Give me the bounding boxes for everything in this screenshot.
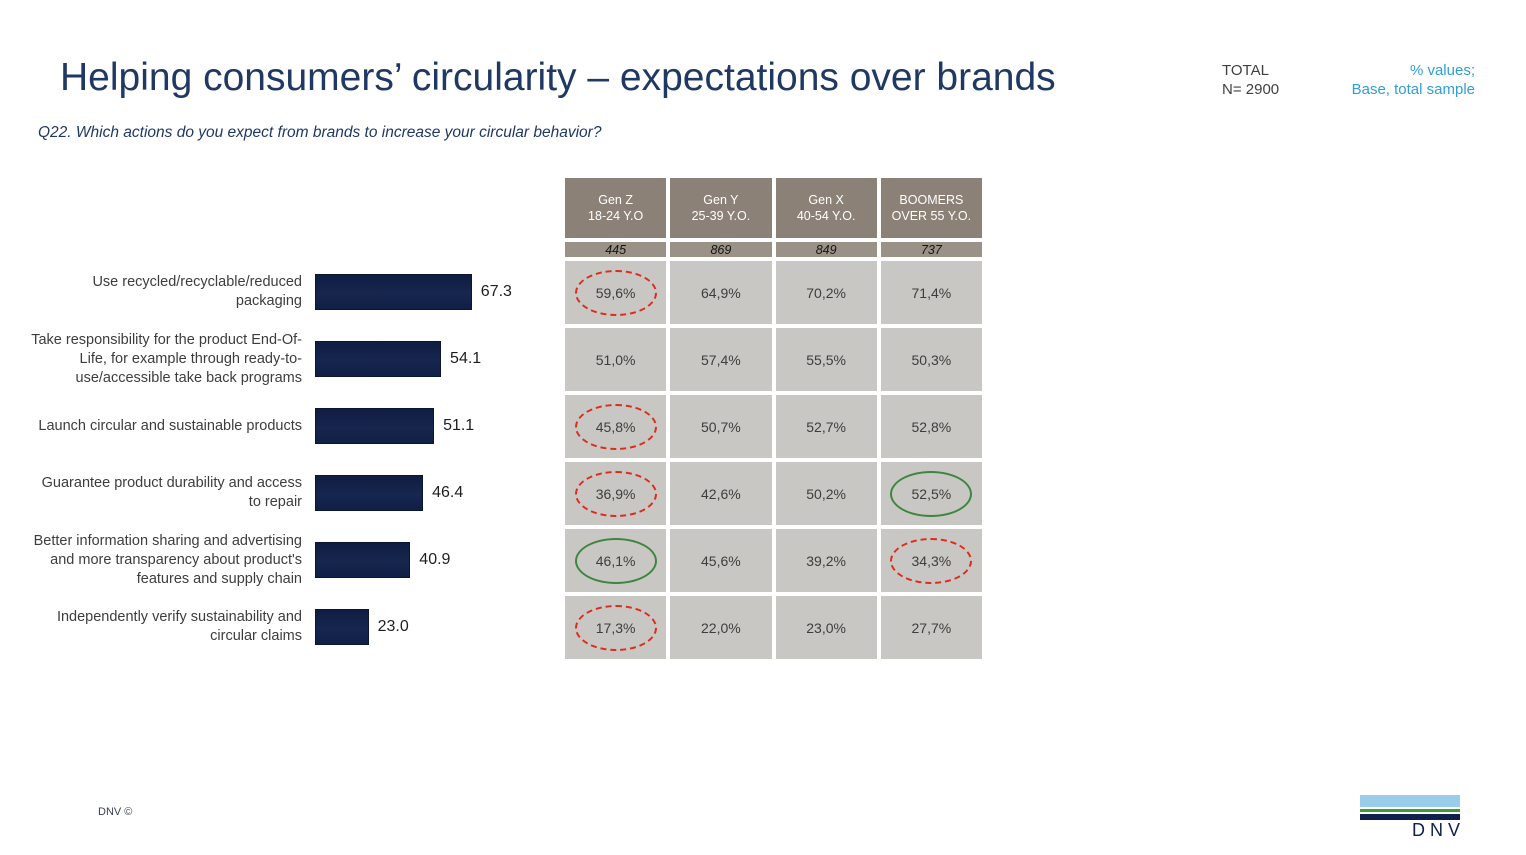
table-cell: 46,1%: [565, 529, 667, 592]
highlight-ellipse: 59,6%: [574, 269, 657, 316]
table-cell: 36,9%: [565, 462, 667, 525]
highlight-ellipse: 36,9%: [574, 470, 657, 517]
bar-category-label: Launch circular and sustainable products: [38, 417, 302, 434]
bar: [315, 274, 472, 310]
table-cell: 55,5%: [775, 328, 877, 391]
values-note: % values; Base, total sample: [1352, 61, 1475, 99]
bar-value-label: 40.9: [419, 551, 451, 568]
highlight-ellipse: 52,7%: [806, 418, 846, 435]
values-note-line1: % values;: [1409, 62, 1475, 79]
bar-row: Better information sharing and advertisi…: [30, 527, 451, 593]
table-base-cell: 849: [775, 242, 877, 257]
logo-bar-light-blue: [1360, 795, 1460, 807]
bar-category-label: Use recycled/recyclable/reduced packagin…: [92, 274, 302, 309]
bar-category-label: Guarantee product durability and access …: [41, 475, 302, 510]
table-header-gen-x: Gen X 40-54 Y.O.: [775, 178, 877, 238]
highlight-ellipse: 50,3%: [911, 351, 952, 368]
highlight-ellipse: 71,4%: [911, 284, 952, 301]
total-n: N= 2900: [1222, 81, 1280, 98]
highlight-ellipse: 51,0%: [595, 351, 636, 368]
highlight-ellipse: 45,8%: [574, 403, 657, 450]
table-cell: 17,3%: [565, 596, 667, 659]
table-base-cell: 445: [565, 242, 667, 257]
highlight-ellipse: 45,6%: [701, 552, 741, 569]
bar-category-label: Better information sharing and advertisi…: [33, 532, 302, 587]
table-cell: 45,8%: [565, 395, 667, 458]
bar-value-label: 46.4: [432, 484, 464, 501]
table-cell: 64,9%: [670, 261, 772, 324]
footer-copyright: DNV ©: [98, 806, 133, 818]
table-cell: 42,6%: [670, 462, 772, 525]
sample-total: TOTAL N= 2900: [1222, 61, 1279, 99]
highlight-ellipse: 22,0%: [701, 619, 741, 636]
highlight-ellipse: 42,6%: [701, 485, 741, 502]
bar-value-label: 23.0: [377, 618, 409, 635]
table-base-cell: 869: [670, 242, 772, 257]
highlight-ellipse: 34,3%: [890, 537, 973, 584]
bar-category-label: Independently verify sustainability and …: [56, 609, 302, 644]
table-cell: 50,7%: [670, 395, 772, 458]
table-cell: 59,6%: [565, 261, 667, 324]
table-cell: 50,2%: [775, 462, 877, 525]
highlight-ellipse: 39,2%: [806, 552, 846, 569]
table-cell: 71,4%: [880, 261, 982, 324]
bar-row: Take responsibility for the product End-…: [30, 326, 481, 392]
table-cell: 52,7%: [775, 395, 877, 458]
highlight-ellipse: 57,4%: [701, 351, 741, 368]
table-cell: 22,0%: [670, 596, 772, 659]
table-header-boomers: BOOMERS OVER 55 Y.O.: [880, 178, 982, 238]
bar-row: Use recycled/recyclable/reduced packagin…: [30, 259, 512, 325]
bar-row: Launch circular and sustainable products…: [30, 393, 474, 459]
table-base-cell: 737: [880, 242, 982, 257]
table-cell: 50,3%: [880, 328, 982, 391]
table-header-gen-z: Gen Z 18-24 Y.O: [565, 178, 667, 238]
logo-bar-navy: [1360, 814, 1460, 820]
highlight-ellipse: 55,5%: [806, 351, 846, 368]
bar: [315, 475, 424, 511]
bar-row: Guarantee product durability and access …: [30, 460, 463, 526]
table-header-gen-y: Gen Y 25-39 Y.O.: [670, 178, 772, 238]
bar-category-label: Take responsibility for the product End-…: [31, 331, 302, 386]
table-cell: 70,2%: [775, 261, 877, 324]
logo-bar-green: [1360, 809, 1460, 812]
table-cell: 51,0%: [565, 328, 667, 391]
table-cell: 27,7%: [880, 596, 982, 659]
highlight-ellipse: 64,9%: [701, 284, 741, 301]
survey-question: Q22. Which actions do you expect from br…: [38, 124, 602, 141]
highlight-ellipse: 52,5%: [890, 470, 973, 517]
highlight-ellipse: 50,2%: [806, 485, 846, 502]
highlight-ellipse: 46,1%: [574, 537, 657, 584]
table-cell: 39,2%: [775, 529, 877, 592]
table-cell: 34,3%: [880, 529, 982, 592]
bar: [315, 542, 411, 578]
table-cell: 45,6%: [670, 529, 772, 592]
bar-row: Independently verify sustainability and …: [30, 594, 409, 660]
values-note-line2: Base, total sample: [1351, 81, 1475, 98]
highlight-ellipse: 27,7%: [911, 619, 952, 636]
bar-value-label: 51.1: [443, 417, 475, 434]
total-label: TOTAL: [1222, 62, 1269, 79]
highlight-ellipse: 17,3%: [574, 604, 657, 651]
bar: [315, 341, 442, 377]
table-cell: 52,5%: [880, 462, 982, 525]
slide-title: Helping consumers’ circularity – expecta…: [60, 56, 1056, 99]
highlight-ellipse: 52,8%: [911, 418, 952, 435]
table-cell: 52,8%: [880, 395, 982, 458]
dnv-logo: DNV: [1360, 795, 1460, 840]
bar: [315, 609, 369, 645]
generation-table: Gen Z 18-24 Y.O Gen Y 25-39 Y.O. Gen X 4…: [565, 178, 982, 659]
table-cell: 23,0%: [775, 596, 877, 659]
bar: [315, 408, 435, 444]
highlight-ellipse: 50,7%: [701, 418, 741, 435]
logo-wordmark: DNV: [1411, 820, 1465, 840]
table-cell: 57,4%: [670, 328, 772, 391]
bar-value-label: 54.1: [450, 350, 482, 367]
bar-value-label: 67.3: [480, 283, 512, 300]
highlight-ellipse: 23,0%: [806, 619, 846, 636]
highlight-ellipse: 70,2%: [806, 284, 846, 301]
